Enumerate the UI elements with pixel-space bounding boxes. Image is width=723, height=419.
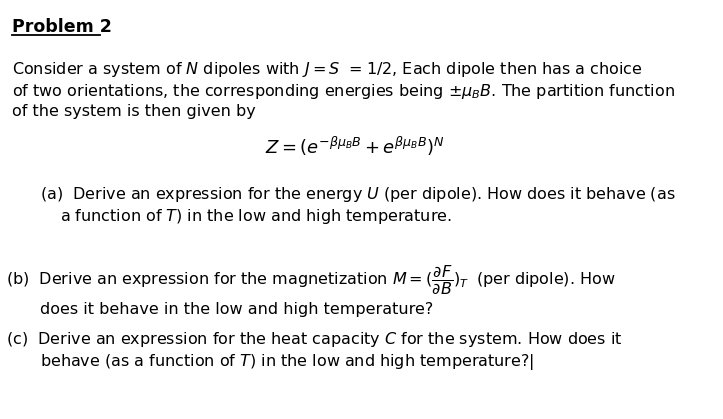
Text: of two orientations, the corresponding energies being $\pm\mu_B B$. The partitio: of two orientations, the corresponding e… — [12, 82, 675, 101]
Text: $Z = (e^{-\beta\mu_B B} + e^{\beta\mu_B B})^N$: $Z = (e^{-\beta\mu_B B} + e^{\beta\mu_B … — [265, 135, 445, 158]
Text: (a)  Derive an expression for the energy $U$ (per dipole). How does it behave (a: (a) Derive an expression for the energy … — [40, 185, 675, 204]
Text: (b)  Derive an expression for the magnetization $M = (\dfrac{\partial F}{\partia: (b) Derive an expression for the magneti… — [6, 264, 615, 297]
Text: does it behave in the low and high temperature?: does it behave in the low and high tempe… — [40, 302, 433, 317]
Text: behave (as a function of $T$) in the low and high temperature?|: behave (as a function of $T$) in the low… — [40, 352, 534, 372]
Text: (c)  Derive an expression for the heat capacity $C$ for the system. How does it: (c) Derive an expression for the heat ca… — [6, 330, 623, 349]
Text: a function of $T$) in the low and high temperature.: a function of $T$) in the low and high t… — [60, 207, 452, 226]
Text: of the system is then given by: of the system is then given by — [12, 104, 256, 119]
Text: Consider a system of $N$ dipoles with $J = S\;$ = 1/2, Each dipole then has a ch: Consider a system of $N$ dipoles with $J… — [12, 60, 643, 79]
Text: Problem 2: Problem 2 — [12, 18, 112, 36]
